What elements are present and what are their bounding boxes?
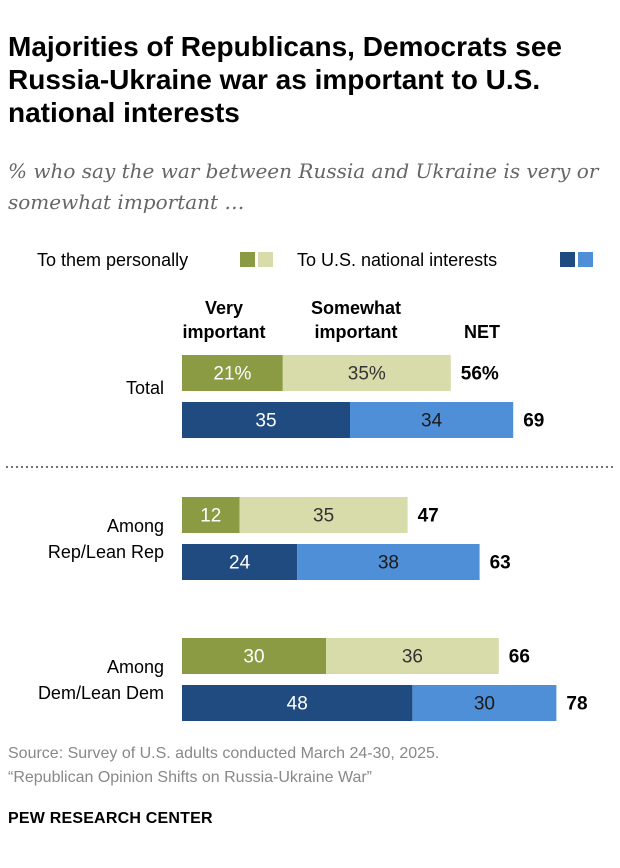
source-line-1: Source: Survey of U.S. adults conducted … <box>8 745 440 762</box>
label-total-national-very: 35 <box>255 411 276 432</box>
bar-rep-national-somewhat <box>297 544 480 580</box>
legend-swatch-national-somewhat <box>578 252 593 267</box>
bar-dem-national-somewhat <box>412 685 557 721</box>
label-total-personal-somewhat: 35% <box>348 364 386 385</box>
bar-dem-personal-very <box>182 638 326 674</box>
label-total-national-net: 69 <box>523 411 544 432</box>
legend-swatch-national-very <box>560 252 575 267</box>
chart-subtitle: % who say the war between Russia and Ukr… <box>8 159 599 214</box>
bar-rep-national-very <box>182 544 298 580</box>
label-rep-personal-very: 12 <box>200 506 221 527</box>
bar-total-personal-somewhat <box>282 355 451 391</box>
column-header-somewhat-line1: Somewhat <box>310 298 402 318</box>
bar-rep-personal-somewhat <box>239 497 408 533</box>
source-note: Source: Survey of U.S. adults conducted … <box>8 742 439 790</box>
column-header-very-line2: important <box>182 322 266 342</box>
bar-dem-personal-somewhat <box>326 638 499 674</box>
row-label-dem-line1: Among <box>106 657 164 677</box>
label-dem-national-net: 78 <box>566 694 587 715</box>
column-header-very-line1: Very <box>204 298 244 318</box>
row-label-rep-line1: Among <box>106 516 164 536</box>
row-label-dem: Among Dem/Lean Dem <box>38 654 164 706</box>
label-rep-national-very: 24 <box>229 553 251 574</box>
row-label-rep-line2: Rep/Lean Rep <box>47 542 164 562</box>
row-label-rep: Among Rep/Lean Rep <box>48 513 164 565</box>
label-dem-national-somewhat: 30 <box>474 694 495 715</box>
bar-total-national-very <box>182 402 350 438</box>
source-line-2: “Republican Opinion Shifts on Russia-Ukr… <box>8 769 372 786</box>
label-rep-personal-net: 47 <box>418 506 439 527</box>
label-rep-national-somewhat: 38 <box>378 553 399 574</box>
label-total-personal-net: 56% <box>461 364 499 385</box>
label-dem-personal-very: 30 <box>243 647 264 668</box>
label-dem-personal-somewhat: 36 <box>402 647 423 668</box>
label-dem-national-very: 48 <box>287 694 308 715</box>
label-total-personal-very: 21% <box>213 364 251 385</box>
column-header-net: NET <box>464 322 500 342</box>
legend-label-personal: To them personally <box>37 250 189 270</box>
legend-swatch-personal-very <box>240 252 255 267</box>
bar-total-national-somewhat <box>350 402 514 438</box>
legend-label-national: To U.S. national interests <box>297 250 498 270</box>
column-header-somewhat-line2: important <box>314 322 398 342</box>
legend-swatch-personal-somewhat <box>258 252 273 267</box>
row-label-total-line1: Total <box>125 378 164 398</box>
bar-rep-personal-very <box>182 497 240 533</box>
column-header-somewhat: Somewhat important <box>290 296 422 344</box>
label-dem-personal-net: 66 <box>509 647 530 668</box>
bar-total-personal-very <box>182 355 283 391</box>
chart-title: Majorities of Republicans, Democrats see… <box>8 31 562 128</box>
row-label-dem-line2: Dem/Lean Dem <box>37 683 164 703</box>
brand-name: PEW RESEARCH CENTER <box>8 810 213 827</box>
bar-dem-national-very <box>182 685 413 721</box>
label-rep-personal-somewhat: 35 <box>313 506 334 527</box>
label-rep-national-net: 63 <box>490 553 511 574</box>
label-total-national-somewhat: 34 <box>421 411 443 432</box>
column-header-very: Very important <box>164 296 284 344</box>
row-label-total: Total <box>126 375 164 401</box>
